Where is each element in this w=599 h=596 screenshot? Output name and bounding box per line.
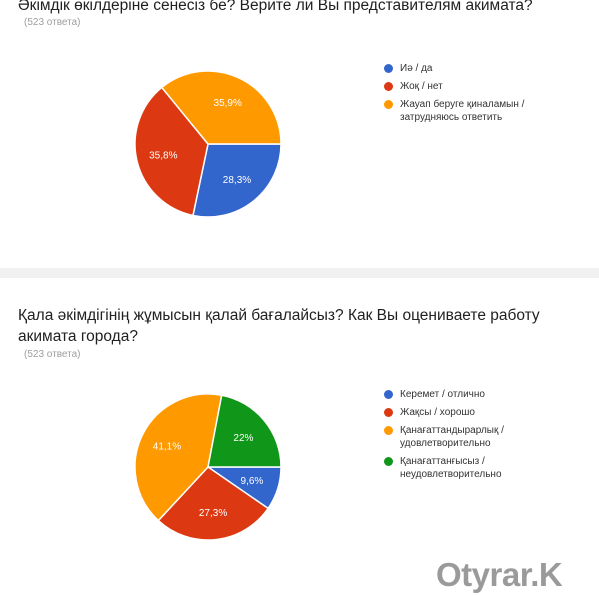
pie-slice — [157, 466, 270, 541]
watermark-logo: Otyrar.K — [436, 556, 563, 593]
chart-legend: Иә / да Жоқ / нет Жауап беруге қиналамын /… — [384, 62, 584, 129]
slice-percent-label: 28,3% — [223, 175, 251, 186]
legend-label: Қанағаттандырарлық / удовлетворительно — [400, 425, 504, 449]
question-title: Әкімдік өкілдеріне сенесіз бе? Верите ли… — [18, 0, 533, 14]
slice-percent-label: 27,3% — [199, 508, 227, 519]
legend-item: Қанағаттандырарлық / удовлетворительно — [384, 424, 584, 450]
legend-item: Керемет / отлично — [384, 388, 584, 401]
pie-slice — [160, 70, 282, 145]
legend-item: Жоқ / нет — [384, 80, 584, 93]
section-divider — [0, 268, 599, 278]
chart-legend: Керемет / отлично Жақсы / хорошо Қанағатта… — [384, 388, 584, 486]
legend-color-dot — [384, 408, 393, 417]
legend-color-dot — [384, 64, 393, 73]
legend-color-dot — [384, 426, 393, 435]
legend-label: Жоқ / нет — [400, 81, 443, 92]
legend-item: Иә / да — [384, 62, 584, 75]
pie-slice — [192, 143, 282, 218]
legend-item: Жақсы / хорошо — [384, 406, 584, 419]
legend-color-dot — [384, 390, 393, 399]
survey-question-card: Әкімдік өкілдеріне сенесіз бе? Верите ли… — [0, 0, 599, 268]
legend-color-dot — [384, 82, 393, 91]
response-count: (523 ответа) — [24, 349, 81, 360]
pie-chart: 9,6% 27,3% 41,1% 22% — [134, 393, 282, 541]
pie-slice — [134, 86, 209, 217]
legend-color-dot — [384, 457, 393, 466]
slice-percent-label: 35,8% — [149, 150, 177, 161]
legend-label: Жақсы / хорошо — [400, 407, 475, 418]
survey-question-card: Қала әкімдігінің жұмысын қалай бағалайсы… — [0, 278, 599, 596]
legend-label: Иә / да — [400, 63, 433, 74]
legend-item: Қанағаттанғысыз / неудовлетворительно — [384, 455, 584, 481]
slice-percent-label: 22% — [233, 433, 253, 444]
legend-item: Жауап беруге қиналамын / затрудняюсь отв… — [384, 98, 584, 124]
legend-label: Жауап беруге қиналамын / затрудняюсь отв… — [400, 99, 525, 123]
pie-chart: 28,3% 35,8% 35,9% — [134, 70, 282, 218]
slice-percent-label: 41,1% — [153, 442, 181, 453]
slice-percent-label: 35,9% — [214, 98, 242, 109]
question-title: Қала әкімдігінің жұмысын қалай бағалайсы… — [18, 307, 540, 345]
legend-label: Қанағаттанғысыз / неудовлетворительно — [400, 456, 502, 480]
legend-label: Керемет / отлично — [400, 389, 485, 400]
pie-slice — [134, 393, 223, 522]
pie-slice — [207, 394, 282, 468]
slice-percent-label: 9,6% — [241, 476, 264, 487]
legend-color-dot — [384, 100, 393, 109]
response-count: (523 ответа) — [24, 17, 81, 28]
